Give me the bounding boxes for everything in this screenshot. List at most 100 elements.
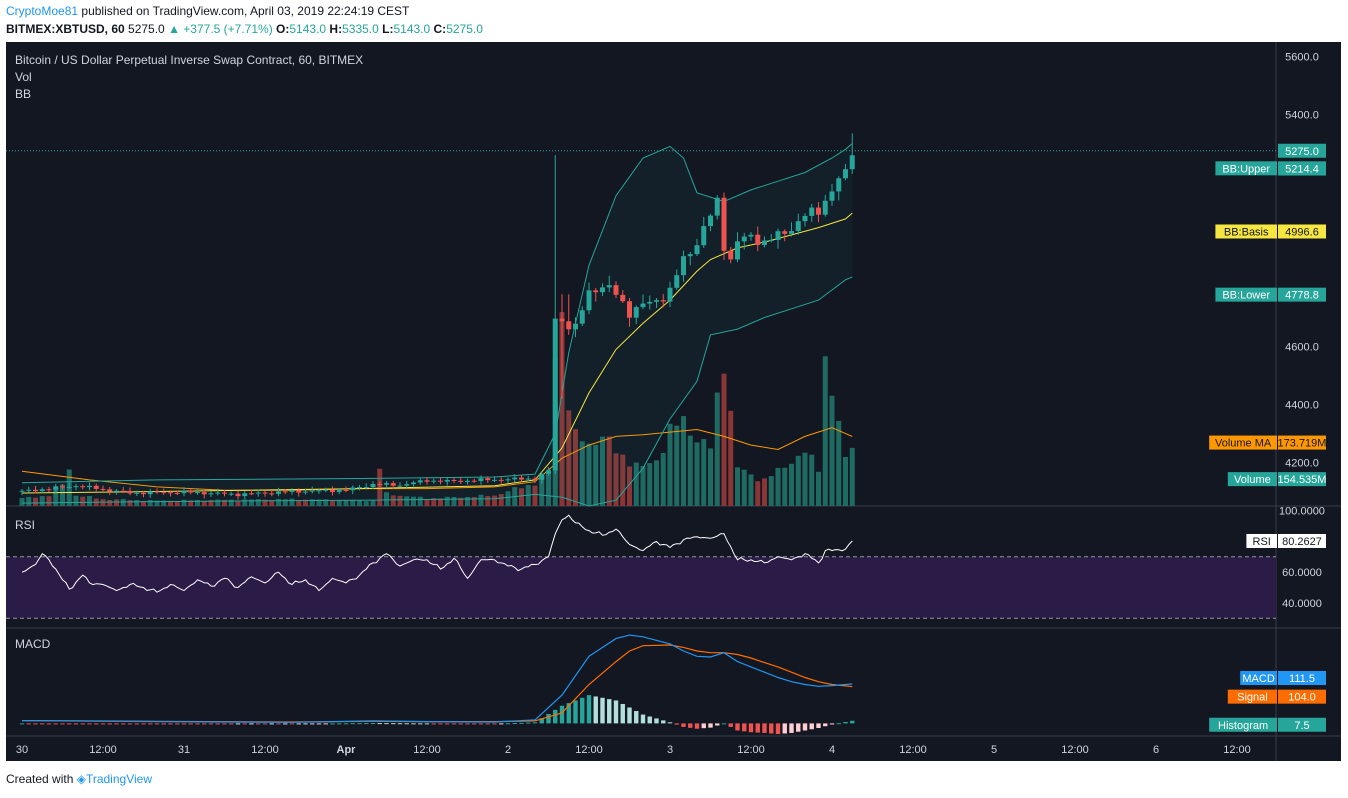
rsi-legend: RSI [15,518,35,532]
candle-body [384,483,389,485]
candle-body [276,491,281,494]
volume-bar [755,481,761,506]
volume-bar [235,500,241,506]
volume-bar [694,442,700,506]
macd-histogram-bar [377,723,382,725]
volume-bar [458,497,464,506]
volume-bar [336,499,342,506]
candle-body [451,479,457,481]
candle-body [802,215,808,222]
volume-bar [249,499,254,506]
macd-histogram-bar [161,723,166,725]
macd-histogram-bar [546,714,551,724]
volume-bar [586,443,592,506]
volume-bar [809,454,815,506]
candle-body [255,492,261,494]
rsi-tick-label: 60.0000 [1282,567,1322,579]
time-tick-label: 12:00 [1223,744,1251,756]
candle-body [33,489,38,492]
tradingview-brand[interactable]: TradingView [85,772,152,786]
macd-histogram-bar [114,723,119,725]
signal-line [21,644,853,723]
macd-legend: MACD [15,637,51,651]
macd-histogram-bar [33,723,38,725]
candle-body [728,250,734,260]
candle-body [60,486,65,488]
candle-body [269,493,275,495]
bb-badge: 4996.6 BB:Basis [1215,224,1326,239]
candle-body [370,483,376,487]
volume-bar [33,497,38,506]
candle-body [188,490,194,493]
candle-body [181,490,187,494]
volume-bar [681,416,686,506]
macd-histogram-bar [343,723,349,725]
candle-body [714,197,720,216]
macd-histogram-bar [222,723,227,725]
volume-bar [26,496,32,506]
candle-body [843,169,848,179]
macd-histogram-bar [742,723,747,732]
low-label: L: [382,22,394,36]
histogram-badge: 7.5 Histogram [1209,717,1326,732]
candle-body [411,482,416,485]
high-value: 5335.0 [342,22,379,36]
signal-badge-label-bg [1227,689,1277,704]
high-label: H: [329,22,343,36]
candle-body [87,485,92,488]
time-tick-label: 12:00 [89,744,117,756]
volume-bar [667,423,673,506]
tradingview-logo-icon[interactable]: ◈ [76,772,86,786]
macd-histogram-bar [249,723,254,725]
volume-bar [46,496,52,506]
chart-svg[interactable]: 5600.0 5400.0 4600.0 4400.0 4200.0 100.0000 60… [6,42,1341,761]
macd-histogram-bar [357,723,362,725]
price-tick-label: 4200.0 [1285,458,1319,470]
macd-histogram-bar [681,723,686,727]
volume-bar [357,500,362,506]
macd-histogram-bar [553,709,558,724]
author-link[interactable]: CryptoMoe81 [6,4,79,18]
candle-body [525,478,531,480]
volume-bar [370,500,376,506]
candle-body [458,480,464,482]
volume-bar [633,462,639,506]
candle-body [282,491,288,493]
volume-bar [397,495,403,506]
chart-area[interactable]: 5600.0 5400.0 4600.0 4400.0 4200.0 100.0000 60… [6,42,1341,761]
volume-bar [19,497,25,506]
bb-badge-value: 5214.4 [1285,163,1319,175]
macd-histogram-bar [404,723,409,725]
macd-histogram-bar [175,723,180,725]
candle-body [532,478,538,480]
volume-bar [323,499,329,506]
macd-histogram-bar [532,722,538,724]
open-label: O: [276,22,290,36]
volume-bar [53,488,59,506]
macd-pane [19,634,855,734]
volume-bar [296,499,302,506]
rsi-line [21,514,853,593]
candle-body [694,245,700,255]
macd-histogram-bar [289,723,295,725]
macd-histogram-bar [310,723,315,725]
volume-bar [782,467,788,506]
bb-badge-value: 4778.8 [1285,290,1319,302]
macd-histogram-bar [262,723,268,725]
candle-body [73,486,79,488]
candle-body [363,486,369,488]
volume-bar [87,496,92,506]
volume-bar [384,492,389,506]
candle-body [465,480,470,482]
macd-histogram-bar [478,723,484,725]
candle-body [566,321,572,330]
candle-body [431,480,437,482]
price-tick-label: 4600.0 [1285,342,1319,354]
volume-bar [735,467,740,506]
macd-histogram-bar [647,716,652,724]
macd-histogram-bar [627,707,632,724]
rsi-badge: 80.2627 RSI [1246,533,1326,548]
candle-body [147,491,153,495]
volume-badge-label-bg [1227,472,1277,487]
time-tick-label: 4 [829,744,835,756]
